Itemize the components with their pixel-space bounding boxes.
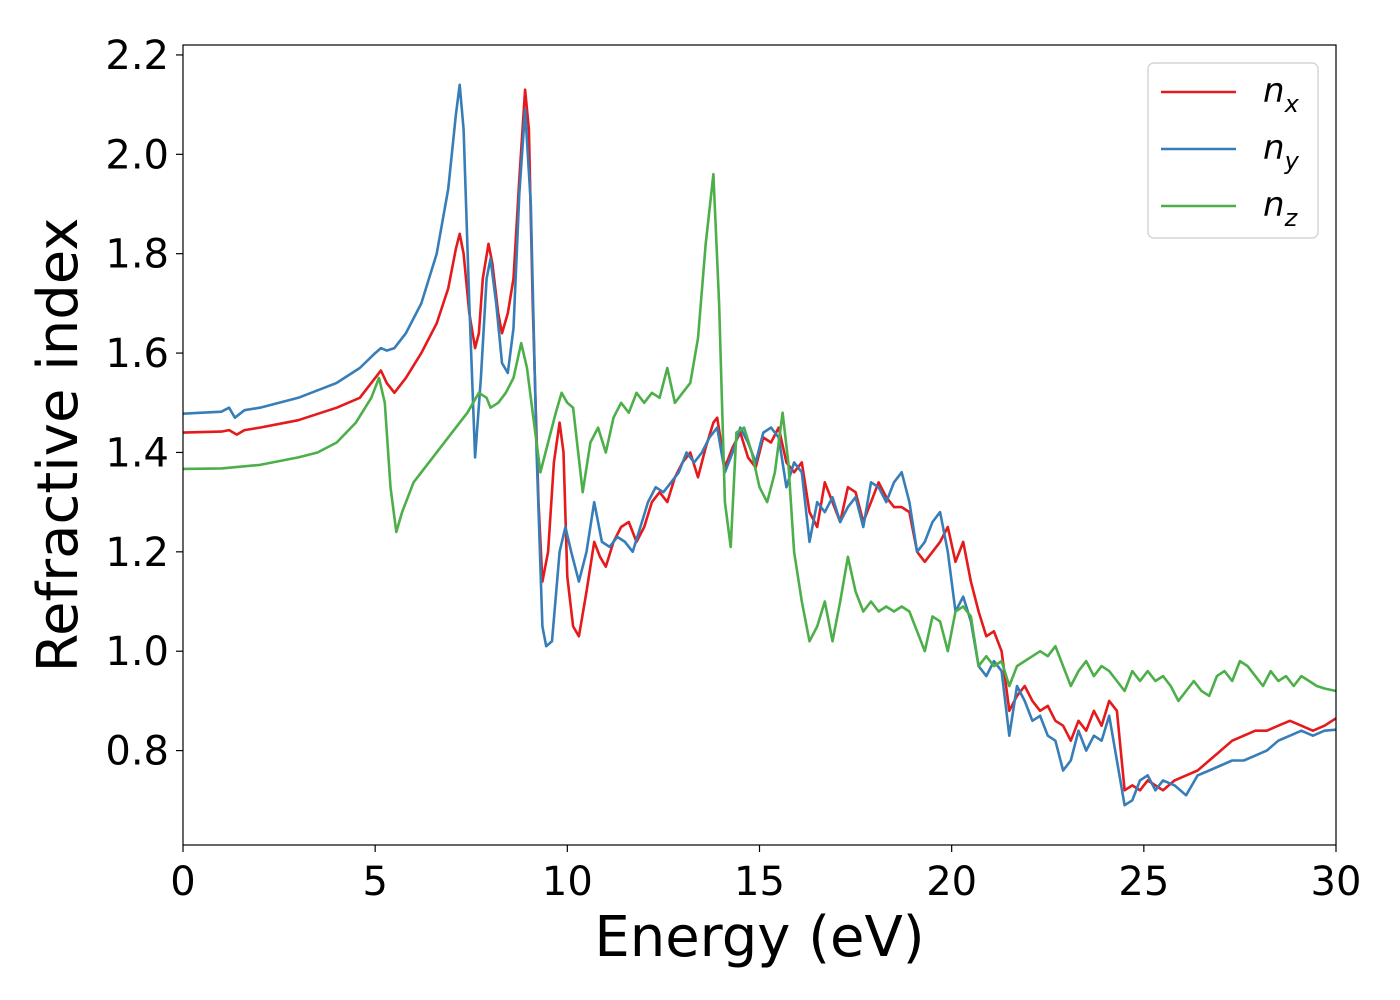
legend-label-sub: z [1284,204,1299,232]
y-axis: 0.8 1.0 1.2 1.4 1.6 1.8 2.0 2.2 [105,33,183,775]
legend-label-main: n [1263,71,1285,111]
legend-label-n-z: nz [1263,185,1299,232]
legend-label-n-y: ny [1263,128,1300,175]
legend-label-n-x: nx [1263,71,1300,118]
x-tick-label: 5 [362,859,387,905]
legend-box [1147,62,1319,239]
x-tick-label: 25 [1118,859,1169,905]
x-axis: 0 5 10 15 20 25 30 [170,845,1361,905]
series-layer [182,83,1337,807]
series-line-n-z [182,172,1337,703]
x-axis-label: Energy (eV) [594,905,924,970]
legend-label-main: n [1263,185,1285,225]
legend-label-sub: y [1284,147,1300,175]
legend-label-main: n [1263,128,1285,168]
y-tick-label: 2.2 [105,33,169,79]
x-tick-label: 30 [1311,859,1362,905]
y-tick-label: 0.8 [105,729,169,775]
x-tick-label: 0 [170,859,195,905]
legend-label-sub: x [1284,90,1300,118]
y-axis-label: Refractive index [26,218,91,673]
y-tick-label: 1.6 [105,331,169,377]
y-tick-label: 1.0 [105,629,169,675]
y-tick-label: 1.2 [105,530,169,576]
x-tick-label: 10 [542,859,593,905]
y-tick-label: 1.4 [105,430,169,476]
x-tick-label: 15 [734,859,785,905]
y-tick-label: 1.8 [105,232,169,278]
y-tick-label: 2.0 [105,132,169,178]
x-tick-label: 20 [926,859,977,905]
